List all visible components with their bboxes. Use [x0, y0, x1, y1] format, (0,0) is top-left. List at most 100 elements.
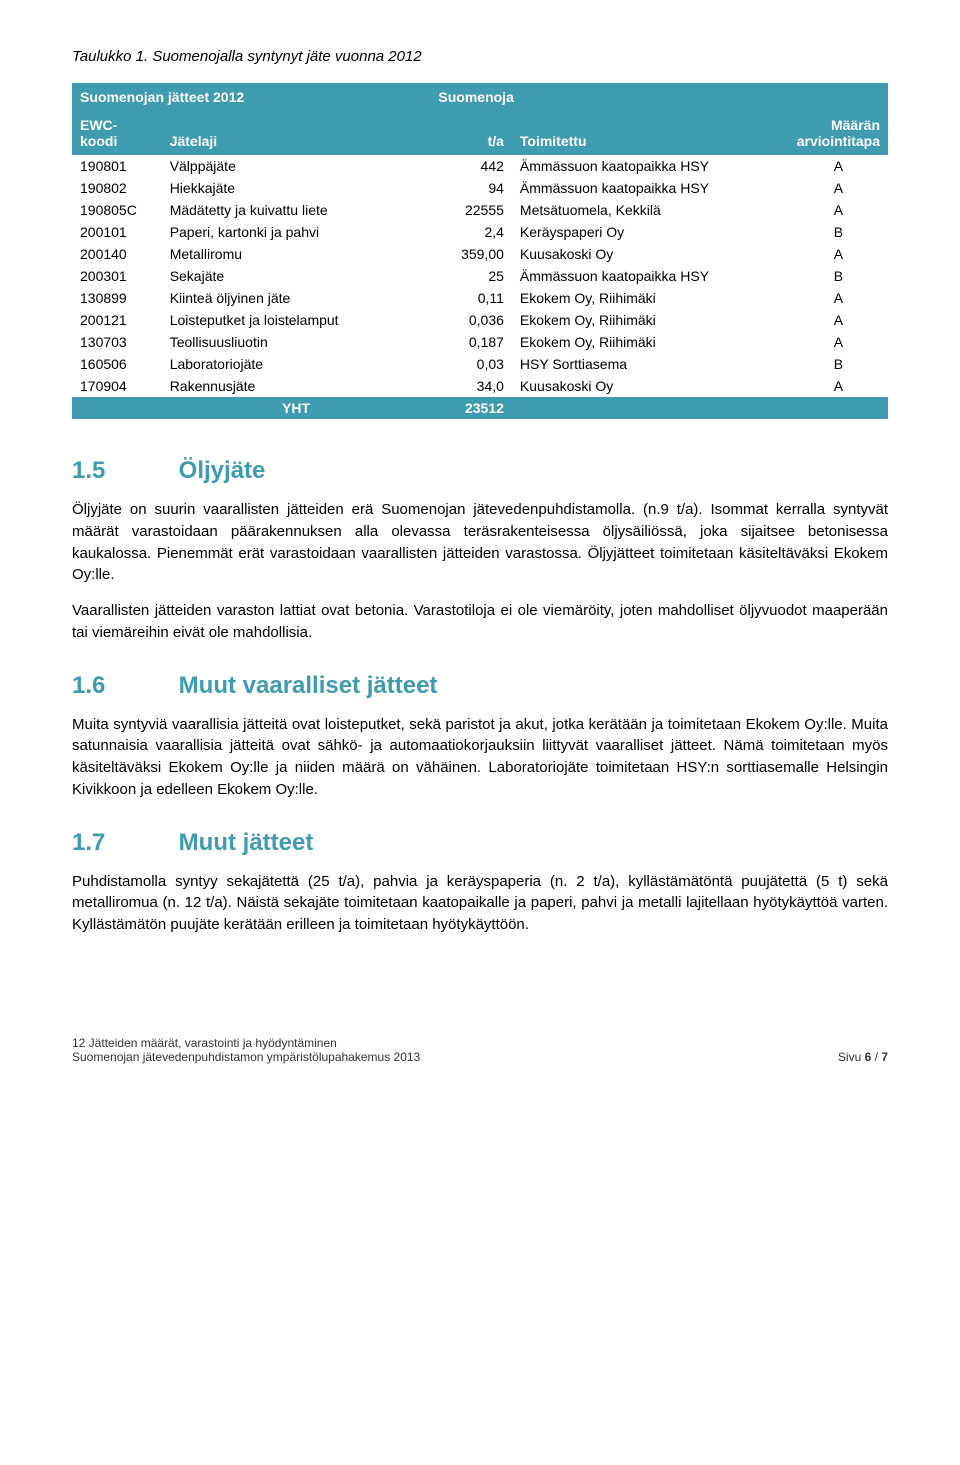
- cell-ewc: 160506: [72, 353, 162, 375]
- table-row: 200101Paperi, kartonki ja pahvi2,4Keräys…: [72, 221, 888, 243]
- table-row: 170904Rakennusjäte34,0Kuusakoski OyA: [72, 375, 888, 397]
- cell-toim: Kuusakoski Oy: [512, 243, 789, 265]
- waste-table: Suomenojan jätteet 2012 Suomenoja EWC-ko…: [72, 83, 888, 419]
- cell-ewc: 190802: [72, 177, 162, 199]
- section-heading-1-6: 1.6 Muut vaaralliset jätteet: [72, 672, 888, 700]
- footer-line-1: 12 Jätteiden määrät, varastointi ja hyöd…: [72, 1036, 888, 1050]
- table-row: 130899Kiinteä öljyinen jäte0,11Ekokem Oy…: [72, 287, 888, 309]
- section-title: Muut vaaralliset jätteet: [179, 672, 438, 699]
- page-current: 6: [865, 1050, 872, 1064]
- cell-ewc: 200140: [72, 243, 162, 265]
- section-number: 1.5: [72, 457, 172, 485]
- cell-arv: A: [789, 199, 888, 221]
- cell-toim: HSY Sorttiasema: [512, 353, 789, 375]
- cell-ewc: 130703: [72, 331, 162, 353]
- document-page: Taulukko 1. Suomenojalla syntynyt jäte v…: [0, 0, 960, 1104]
- cell-jate: Kiinteä öljyinen jäte: [162, 287, 431, 309]
- cell-ewc: 190801: [72, 155, 162, 177]
- cell-toim: Ämmässuon kaatopaikka HSY: [512, 265, 789, 287]
- section-title: Öljyjäte: [179, 457, 266, 484]
- table-title-left: Suomenojan jätteet 2012: [72, 83, 430, 111]
- table-header-row: EWC-koodi Jätelaji t/a Toimitettu Määrän…: [72, 111, 888, 155]
- footer-line-2: Suomenojan jätevedenpuhdistamon ympärist…: [72, 1050, 888, 1064]
- cell-arv: A: [789, 309, 888, 331]
- section-number: 1.6: [72, 672, 172, 700]
- cell-toim: Ämmässuon kaatopaikka HSY: [512, 155, 789, 177]
- cell-jate: Laboratoriojäte: [162, 353, 431, 375]
- cell-arv: B: [789, 353, 888, 375]
- cell-jate: Rakennusjäte: [162, 375, 431, 397]
- table-body: 190801Välppäjäte442Ämmässuon kaatopaikka…: [72, 155, 888, 419]
- paragraph: Muita syntyviä vaarallisia jätteitä ovat…: [72, 714, 888, 801]
- cell-ewc: 170904: [72, 375, 162, 397]
- cell-arv: A: [789, 375, 888, 397]
- section-heading-1-7: 1.7 Muut jätteet: [72, 829, 888, 857]
- cell-toim: Metsätuomela, Kekkilä: [512, 199, 789, 221]
- footer-page-number: Sivu 6 / 7: [838, 1050, 888, 1064]
- col-arviointi: Määrän arviointitapa: [789, 111, 888, 155]
- cell-toim: Kuusakoski Oy: [512, 375, 789, 397]
- table-total-row: YHT23512: [72, 397, 888, 419]
- cell-arv: B: [789, 265, 888, 287]
- cell-arv: A: [789, 331, 888, 353]
- cell-ta: 94: [430, 177, 512, 199]
- cell-jate: Mädätetty ja kuivattu liete: [162, 199, 431, 221]
- cell-jate: Paperi, kartonki ja pahvi: [162, 221, 431, 243]
- cell-toim: Ekokem Oy, Riihimäki: [512, 287, 789, 309]
- cell-ewc: 200301: [72, 265, 162, 287]
- cell-jate: Loisteputket ja loistelamput: [162, 309, 431, 331]
- cell-ta: 25: [430, 265, 512, 287]
- table-row: 190805CMädätetty ja kuivattu liete22555M…: [72, 199, 888, 221]
- cell-ta: 0,11: [430, 287, 512, 309]
- col-ta: t/a: [430, 111, 512, 155]
- cell-jate: Hiekkajäte: [162, 177, 431, 199]
- paragraph: Öljyjäte on suurin vaarallisten jätteide…: [72, 499, 888, 586]
- page-label: Sivu: [838, 1050, 861, 1064]
- table-row: 130703Teollisuusliuotin0,187Ekokem Oy, R…: [72, 331, 888, 353]
- cell-ta: 22555: [430, 199, 512, 221]
- table-row: 190802Hiekkajäte94Ämmässuon kaatopaikka …: [72, 177, 888, 199]
- cell-toim: Keräyspaperi Oy: [512, 221, 789, 243]
- cell-ewc: 200121: [72, 309, 162, 331]
- cell-ta: 0,036: [430, 309, 512, 331]
- cell-ta: 34,0: [430, 375, 512, 397]
- page-total: 7: [881, 1050, 888, 1064]
- table-row: 200121Loisteputket ja loistelamput0,036E…: [72, 309, 888, 331]
- table-row: 200301Sekajäte25Ämmässuon kaatopaikka HS…: [72, 265, 888, 287]
- col-toimitettu: Toimitettu: [512, 111, 789, 155]
- cell-ewc: 130899: [72, 287, 162, 309]
- cell-ta: 359,00: [430, 243, 512, 265]
- cell-arv: A: [789, 243, 888, 265]
- cell-toim: Ekokem Oy, Riihimäki: [512, 331, 789, 353]
- paragraph: Puhdistamolla syntyy sekajätettä (25 t/a…: [72, 871, 888, 936]
- table-row: 160506Laboratoriojäte0,03HSY Sorttiasema…: [72, 353, 888, 375]
- cell-arv: A: [789, 155, 888, 177]
- cell-toim: Ekokem Oy, Riihimäki: [512, 309, 789, 331]
- cell-arv: A: [789, 177, 888, 199]
- col-jatelaji: Jätelaji: [162, 111, 431, 155]
- cell-ta: 442: [430, 155, 512, 177]
- cell-ewc: 190805C: [72, 199, 162, 221]
- cell-jate: Metalliromu: [162, 243, 431, 265]
- total-label: YHT: [162, 397, 431, 419]
- table-title-row: Suomenojan jätteet 2012 Suomenoja: [72, 83, 888, 111]
- total-value: 23512: [430, 397, 512, 419]
- table-title-right: Suomenoja: [430, 83, 888, 111]
- section-number: 1.7: [72, 829, 172, 857]
- paragraph: Vaarallisten jätteiden varaston lattiat …: [72, 600, 888, 644]
- cell-ewc: 200101: [72, 221, 162, 243]
- cell-arv: B: [789, 221, 888, 243]
- col-ewc: EWC-koodi: [72, 111, 162, 155]
- cell-ta: 0,187: [430, 331, 512, 353]
- cell-ta: 0,03: [430, 353, 512, 375]
- cell-jate: Teollisuusliuotin: [162, 331, 431, 353]
- section-title: Muut jätteet: [179, 829, 314, 856]
- cell-jate: Sekajäte: [162, 265, 431, 287]
- cell-jate: Välppäjäte: [162, 155, 431, 177]
- page-footer: 12 Jätteiden määrät, varastointi ja hyöd…: [72, 1036, 888, 1064]
- section-heading-1-5: 1.5 Öljyjäte: [72, 457, 888, 485]
- cell-ta: 2,4: [430, 221, 512, 243]
- footer-left: 12 Jätteiden määrät, varastointi ja hyöd…: [72, 1036, 888, 1064]
- page-sep: /: [875, 1050, 878, 1064]
- table-row: 200140Metalliromu359,00Kuusakoski OyA: [72, 243, 888, 265]
